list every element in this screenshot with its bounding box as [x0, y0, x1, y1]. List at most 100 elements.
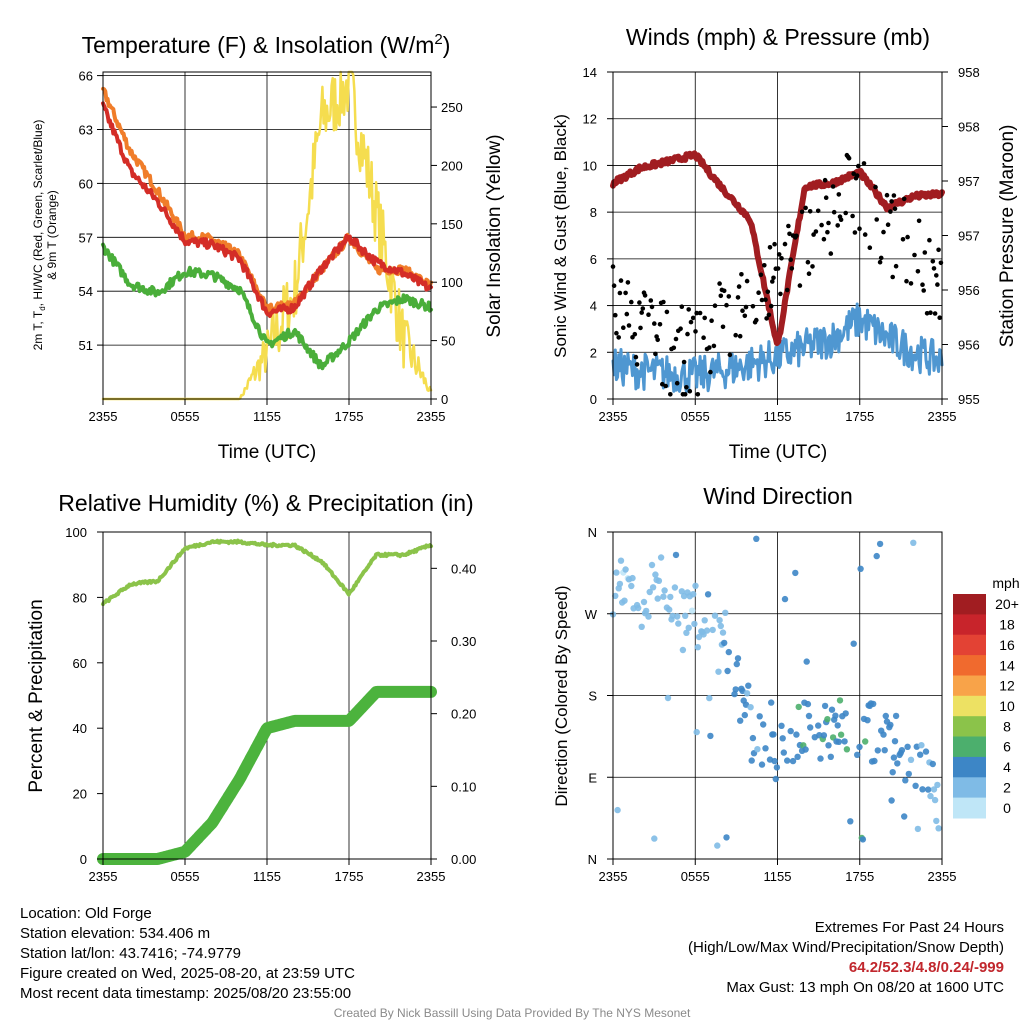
direction-point — [704, 591, 712, 598]
direction-point — [682, 612, 689, 619]
gust-point — [679, 304, 685, 310]
direction-point — [745, 682, 752, 689]
direction-point — [870, 700, 877, 708]
gust-point — [831, 209, 837, 215]
direction-point — [770, 731, 777, 738]
winds-ytick-label: 4 — [590, 299, 597, 314]
direction-xtick-label: 1755 — [845, 869, 874, 884]
humidity-grid — [184, 532, 350, 859]
gust-point — [893, 263, 899, 269]
direction-point — [674, 613, 681, 620]
extremes-values: 64.2/52.3/4.8/0.24/-999 — [848, 959, 1004, 976]
colorbar-label: 16 — [999, 637, 1015, 653]
humidity-panel: Relative Humidity (%) & Precipitation (i… — [26, 490, 476, 884]
gust-point — [653, 351, 658, 357]
gust-point — [671, 345, 677, 351]
direction-point — [856, 743, 863, 751]
temperature-line-2 — [101, 242, 433, 371]
direction-point — [646, 588, 653, 596]
gust-point — [805, 259, 811, 265]
gust-point — [934, 273, 939, 278]
gust-point — [828, 251, 834, 256]
direction-point — [891, 738, 899, 745]
direction-point — [935, 825, 942, 832]
gust-point — [724, 302, 729, 308]
direction-xtick-label: 1155 — [764, 869, 792, 884]
gust-point — [759, 297, 765, 303]
direction-point — [768, 699, 775, 706]
gust-point — [661, 299, 666, 305]
direction-point — [837, 731, 845, 738]
precip-ytick-label: 0.30 — [451, 634, 476, 649]
direction-point — [929, 760, 936, 768]
direction-xtick-label: 2355 — [599, 869, 628, 884]
gust-point — [717, 281, 722, 286]
direction-point — [635, 604, 642, 612]
gust-point — [682, 392, 688, 397]
direction-point — [795, 703, 802, 711]
direction-point — [622, 566, 629, 573]
direction-point — [888, 797, 895, 804]
colorbar-label: 12 — [999, 678, 1015, 694]
direction-point — [892, 712, 900, 720]
temperature-xtick-label: 2355 — [89, 409, 118, 424]
gust-point — [623, 290, 628, 296]
direction-point — [907, 756, 915, 763]
gust-point — [846, 156, 852, 161]
gust-point — [931, 266, 937, 271]
direction-point — [807, 724, 814, 731]
gust-point — [633, 354, 639, 360]
gust-point — [788, 257, 793, 263]
direction-point — [683, 629, 690, 636]
direction-point — [789, 757, 797, 765]
humidity-ylabel: Percent & Precipitation — [26, 599, 47, 792]
gust-point — [881, 229, 886, 235]
direction-point — [824, 716, 831, 723]
gust-point — [616, 335, 621, 340]
temperature-panel: Temperature (F) & Insolation (W/m2) 51 54… — [31, 31, 505, 463]
gust-point — [823, 195, 829, 200]
direction-point — [747, 704, 754, 711]
insolation-ytick-label: 50 — [441, 334, 455, 349]
colorbar-swatch — [953, 634, 986, 656]
direction-point — [834, 722, 841, 729]
direction-point — [773, 764, 781, 771]
humidity-ytick-label: 80 — [73, 590, 87, 605]
direction-point — [717, 622, 724, 630]
gust-point — [655, 337, 660, 343]
gust-point — [770, 279, 775, 284]
colorbar-swatch — [953, 797, 986, 819]
gust-point — [733, 332, 738, 338]
temperature-ytick-label: 51 — [79, 338, 93, 353]
direction-point — [821, 702, 829, 710]
gust-point — [684, 385, 689, 390]
humidity-xtick-label: 1155 — [253, 869, 281, 884]
direction-point — [657, 554, 665, 561]
direction-point — [734, 655, 742, 662]
direction-point — [688, 607, 696, 614]
gust-point — [916, 218, 922, 224]
gust-point — [640, 306, 646, 311]
direction-point — [882, 712, 889, 720]
direction-point — [690, 591, 697, 598]
direction-point — [664, 694, 672, 702]
gust-point — [932, 311, 938, 316]
direction-point — [715, 668, 722, 675]
temperature-ylabel-line1: 2m T, Td, HI/WC (Red, Green, Scarlet/Blu… — [31, 120, 47, 351]
gust-point — [663, 383, 668, 389]
direction-point — [842, 710, 849, 717]
gust-point — [937, 315, 942, 321]
pressure-ytick-label: 957 — [958, 229, 980, 244]
gust-point — [904, 278, 909, 284]
gust-point — [668, 392, 673, 397]
direction-point — [685, 624, 692, 631]
gust-point — [711, 343, 717, 349]
gust-point — [618, 278, 624, 283]
gust-point — [778, 291, 783, 297]
direction-point — [753, 535, 760, 542]
direction-point — [672, 551, 680, 559]
temperature-ticks: 51 54 57 60 63 66 0 50 100 150 200 250 2355 0555 1155 1… — [79, 69, 463, 424]
direction-point — [874, 747, 881, 754]
colorbar-label: 0 — [1003, 800, 1011, 816]
gust-point — [835, 223, 840, 228]
